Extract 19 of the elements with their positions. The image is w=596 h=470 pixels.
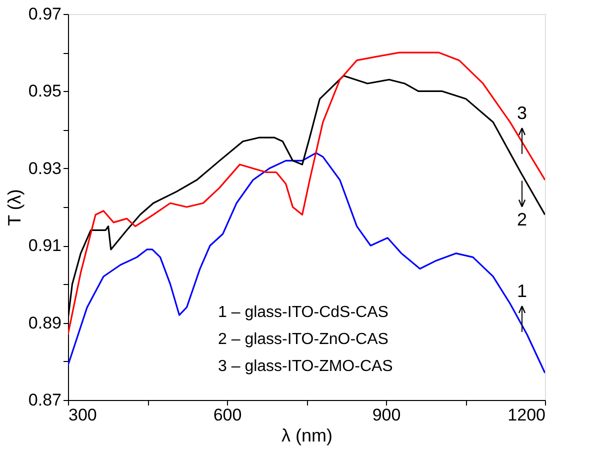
series-label: 3 — [516, 102, 528, 123]
x-tick-label: 300 — [68, 406, 97, 424]
annotation: 3 – glass-ITO-ZMO-CAS — [218, 358, 393, 375]
y-tick-label: 0.87 — [28, 390, 62, 410]
series-label: 1 — [516, 280, 528, 301]
x-tick-label: 1200 — [508, 406, 546, 424]
x-axis-title: λ (nm) — [282, 426, 332, 446]
x-tick-label: 600 — [213, 406, 242, 424]
y-tick-label: 0.93 — [28, 158, 62, 178]
annotation: 2 – glass-ITO-ZnO-CAS — [218, 331, 388, 348]
annotation: 1 – glass-ITO-CdS-CAS — [218, 304, 388, 321]
y-tick-label: 0.91 — [28, 236, 62, 256]
legend-label: 2 — [516, 210, 528, 230]
y-tick-label: 0.95 — [28, 82, 62, 101]
y-tick-label: 0.89 — [28, 313, 62, 332]
y-axis-title: T (λ) — [4, 189, 24, 226]
y-tick-label: 0.97 — [28, 4, 62, 24]
x-tick-label: 900 — [372, 406, 401, 424]
line-series — [68, 152, 545, 374]
